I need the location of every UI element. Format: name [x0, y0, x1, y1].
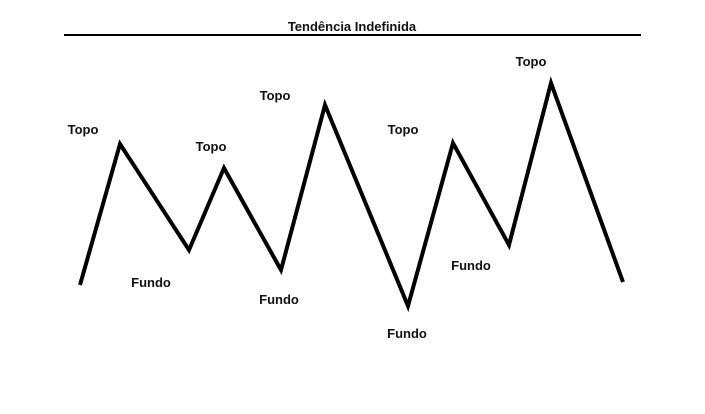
bottom-label-3: Fundo	[387, 326, 427, 341]
top-label-4: Topo	[388, 122, 419, 137]
top-label-3: Topo	[260, 88, 291, 103]
bottom-label-2: Fundo	[259, 292, 299, 307]
bottom-label-4: Fundo	[451, 258, 491, 273]
top-label-5: Topo	[516, 54, 547, 69]
diagram-title: Tendência Indefinida	[288, 19, 417, 34]
price-zigzag-line	[78, 76, 625, 313]
bottom-label-1: Fundo	[131, 275, 171, 290]
top-label-1: Topo	[68, 122, 99, 137]
top-label-2: Topo	[196, 139, 227, 154]
